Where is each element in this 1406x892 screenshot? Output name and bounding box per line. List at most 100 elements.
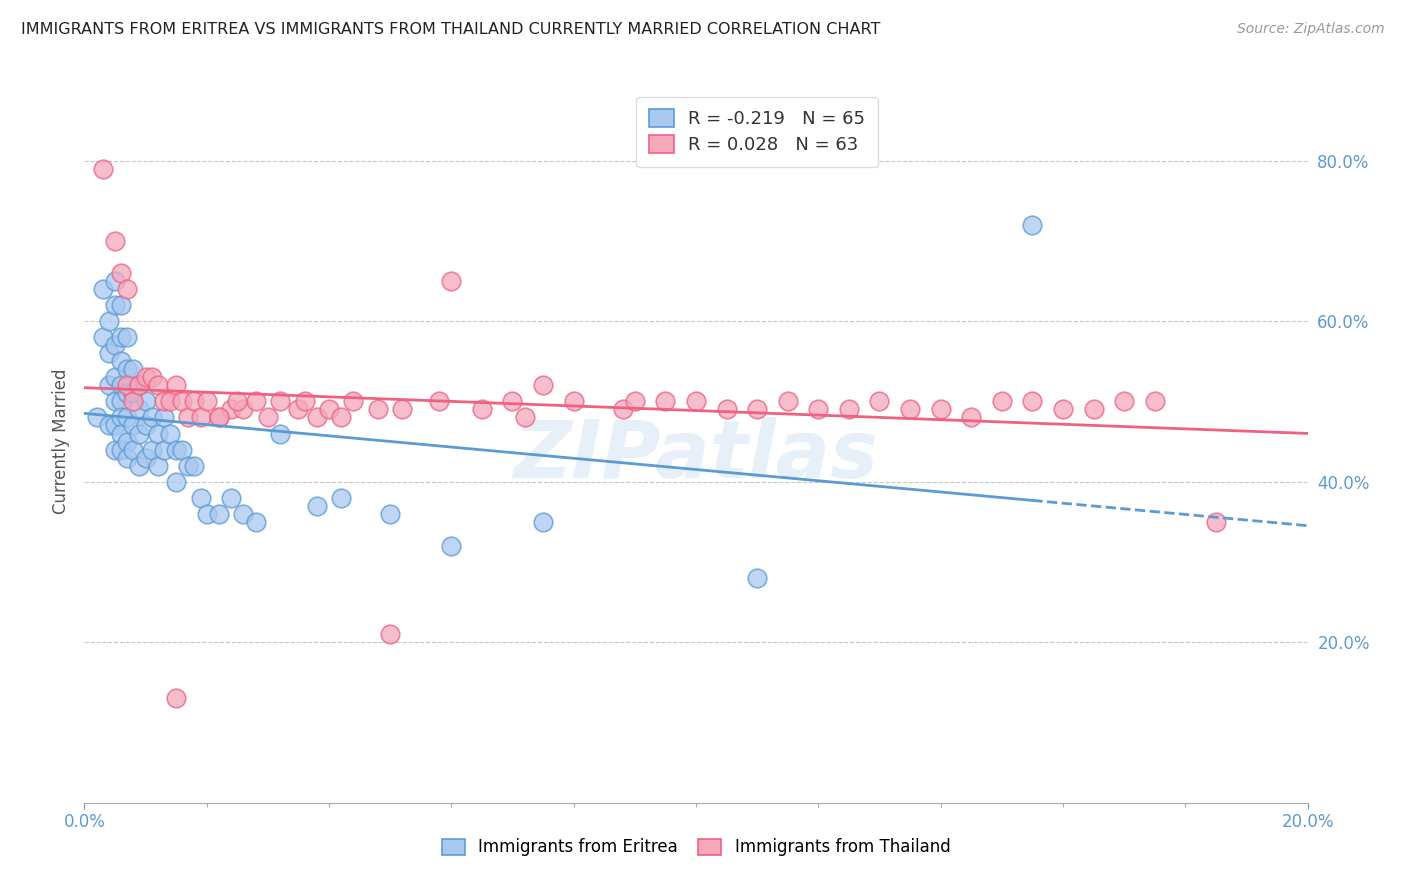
Legend: Immigrants from Eritrea, Immigrants from Thailand: Immigrants from Eritrea, Immigrants from… <box>434 831 957 863</box>
Point <box>367 402 389 417</box>
Point <box>110 394 132 409</box>
Point <box>190 491 212 505</box>
Point <box>91 282 114 296</box>
Point <box>104 274 127 288</box>
Point <box>232 507 254 521</box>
Text: IMMIGRANTS FROM ERITREA VS IMMIGRANTS FROM THAILAND CURRENTLY MARRIED CORRELATIO: IMMIGRANTS FROM ERITREA VS IMMIGRANTS FR… <box>21 22 880 37</box>
Point <box>115 330 138 344</box>
Point <box>165 378 187 392</box>
Point <box>104 418 127 433</box>
Point <box>440 274 463 288</box>
Point <box>1052 402 1074 417</box>
Point <box>104 442 127 457</box>
Y-axis label: Currently Married: Currently Married <box>52 368 70 515</box>
Point <box>153 410 176 425</box>
Point <box>612 402 634 417</box>
Point <box>380 507 402 521</box>
Point <box>391 402 413 417</box>
Point <box>471 402 494 417</box>
Point <box>208 410 231 425</box>
Point <box>122 386 145 401</box>
Point <box>146 458 169 473</box>
Point <box>135 394 157 409</box>
Point <box>122 362 145 376</box>
Point <box>135 450 157 465</box>
Point <box>110 378 132 392</box>
Point <box>685 394 707 409</box>
Point <box>960 410 983 425</box>
Point <box>226 394 249 409</box>
Point <box>208 507 231 521</box>
Point <box>110 266 132 280</box>
Point <box>115 378 138 392</box>
Point <box>128 402 150 417</box>
Point <box>97 418 120 433</box>
Point <box>190 410 212 425</box>
Point <box>747 571 769 585</box>
Point <box>104 298 127 312</box>
Point <box>440 539 463 553</box>
Point <box>776 394 799 409</box>
Point <box>165 691 187 706</box>
Point <box>177 458 200 473</box>
Point <box>219 402 242 417</box>
Point <box>1143 394 1166 409</box>
Point <box>208 410 231 425</box>
Point <box>128 458 150 473</box>
Point <box>195 507 218 521</box>
Point <box>128 378 150 392</box>
Point <box>869 394 891 409</box>
Point <box>110 330 132 344</box>
Point <box>330 491 353 505</box>
Point <box>219 491 242 505</box>
Point <box>141 410 163 425</box>
Point <box>716 402 738 417</box>
Point <box>110 442 132 457</box>
Point <box>97 346 120 360</box>
Point <box>562 394 585 409</box>
Point <box>183 394 205 409</box>
Point <box>1114 394 1136 409</box>
Point <box>232 402 254 417</box>
Point <box>624 394 647 409</box>
Point <box>929 402 952 417</box>
Point <box>110 298 132 312</box>
Point <box>122 442 145 457</box>
Point <box>97 378 120 392</box>
Point <box>122 394 145 409</box>
Point <box>305 499 328 513</box>
Point <box>104 234 127 248</box>
Point <box>531 378 554 392</box>
Text: ZIPatlas: ZIPatlas <box>513 417 879 495</box>
Point <box>86 410 108 425</box>
Point <box>654 394 676 409</box>
Point <box>115 434 138 449</box>
Point <box>991 394 1014 409</box>
Point <box>257 410 280 425</box>
Point <box>195 394 218 409</box>
Point <box>1083 402 1105 417</box>
Point <box>1205 515 1227 529</box>
Point <box>115 362 138 376</box>
Point <box>115 282 138 296</box>
Point <box>172 442 194 457</box>
Point <box>110 354 132 368</box>
Point <box>165 442 187 457</box>
Point <box>305 410 328 425</box>
Point <box>427 394 450 409</box>
Point <box>146 426 169 441</box>
Point <box>183 458 205 473</box>
Point <box>380 627 402 641</box>
Point <box>898 402 921 417</box>
Point <box>141 442 163 457</box>
Text: Source: ZipAtlas.com: Source: ZipAtlas.com <box>1237 22 1385 37</box>
Point <box>141 370 163 384</box>
Point <box>122 418 145 433</box>
Point <box>153 442 176 457</box>
Point <box>135 418 157 433</box>
Point <box>1021 218 1043 232</box>
Point <box>807 402 830 417</box>
Point <box>1021 394 1043 409</box>
Point <box>330 410 353 425</box>
Point <box>110 410 132 425</box>
